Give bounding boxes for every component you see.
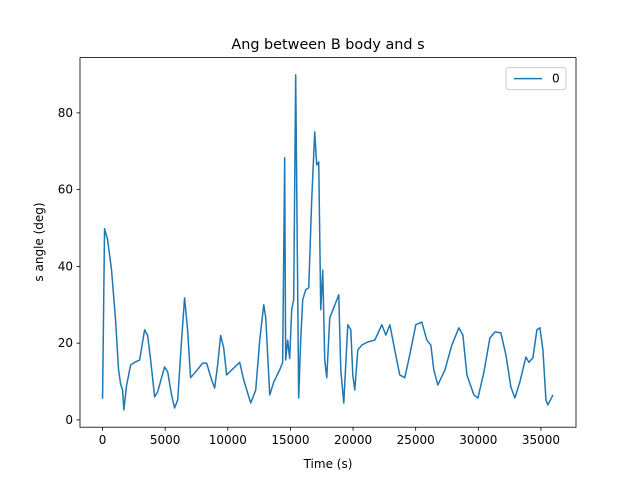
chart-title: Ang between B body and s [231, 37, 424, 53]
y-axis-label: s angle (deg) [32, 202, 46, 281]
x-tick-label: 10000 [209, 433, 247, 447]
x-tick-label: 35000 [522, 433, 560, 447]
x-axis-label: Time (s) [303, 457, 353, 471]
x-tick-label: 25000 [397, 433, 435, 447]
x-tick-label: 5000 [150, 433, 181, 447]
y-tick-label: 0 [65, 413, 73, 427]
x-tick-label: 15000 [271, 433, 309, 447]
x-tick-label: 0 [99, 433, 107, 447]
axes-frame [79, 57, 577, 428]
data-line [101, 74, 554, 411]
legend-label: 0 [552, 72, 560, 86]
x-tick-label: 30000 [459, 433, 497, 447]
x-tick-label: 20000 [334, 433, 372, 447]
legend: 0 [505, 67, 567, 91]
y-tick-label: 40 [58, 259, 73, 273]
y-tick-label: 60 [58, 183, 73, 197]
y-tick-label: 20 [58, 336, 73, 350]
y-tick-label: 80 [58, 106, 73, 120]
